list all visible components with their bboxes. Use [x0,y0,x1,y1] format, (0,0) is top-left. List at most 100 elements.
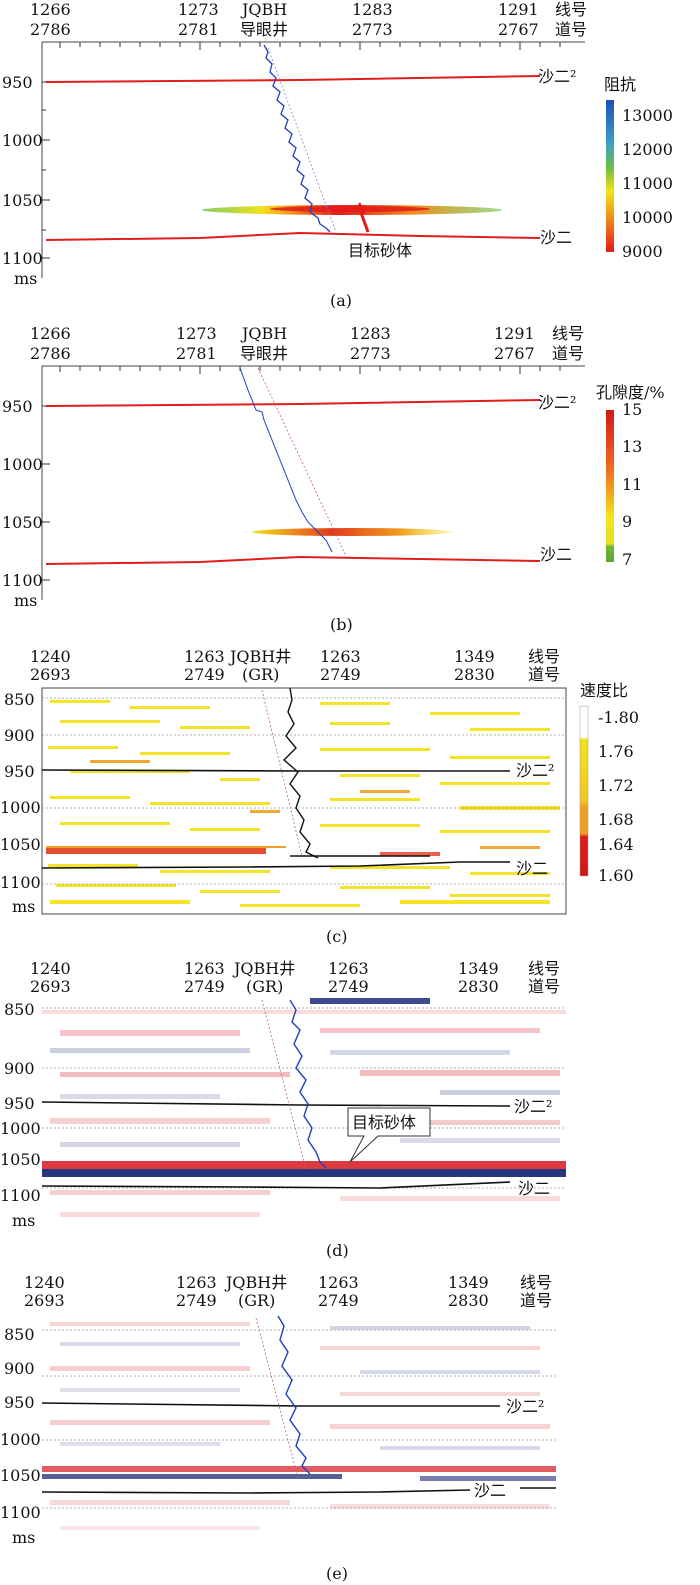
panel-c-y-1050: 1050 [0,835,41,854]
panel-d-well-label: JQBH井 [232,959,295,978]
panel-a-well-sublabel: 导眼井 [240,20,288,39]
panel-c-cb-172: 1.72 [598,776,634,795]
panel-b-horizon-bottom [45,555,541,565]
panel-b-y-1100: 1100 [2,571,43,590]
panel-d-callout [347,1107,431,1163]
panel-c-trace-2: 1263 [184,647,225,666]
panel-a-cb-9000: 9000 [622,242,663,261]
panel-c-section [41,687,567,915]
panel-c-line-3: 2749 [320,665,361,684]
panel-d-y-1100: 1100 [0,1186,41,1205]
panel-b-ticks [42,366,561,581]
panel-d-y-1050: 1050 [0,1150,41,1169]
panel-e-trace-1: 1240 [24,1273,65,1292]
panel-b-axis-line: 线号 [552,324,584,343]
panel-d-caption: (d) [326,1241,349,1260]
panel-a-cb-12000: 12000 [622,140,673,159]
panel-c-line-2: 2749 [184,665,225,684]
panel-b-well-log [239,367,333,553]
panel-d-axis-line: 线号 [528,959,560,978]
panel-d-line-3: 2749 [328,977,369,996]
panel-b-line-2: 2781 [176,344,217,363]
panel-e-horizon-bottom [41,1489,471,1494]
panel-e-trace-4: 1349 [448,1273,489,1292]
panel-c-colorbar [579,705,589,877]
panel-c-cb-176: 1.76 [598,742,634,761]
panel-c-trace-3: 1263 [320,647,361,666]
panel-e-y-unit: ms [12,1528,35,1547]
panel-d-horizon-bottom [41,1181,511,1189]
panel-e-gr-log [277,1315,311,1475]
panel-a-line-3: 2773 [352,20,393,39]
panel-a-y-1100: 1100 [2,249,43,268]
panel-a-y-1000: 1000 [2,131,43,150]
panel-d-line-4: 2830 [458,977,499,996]
panel-c-trace-4: 1349 [454,647,495,666]
panel-c-horizon-top [41,769,510,772]
panel-c-colorbar-title: 速度比 [580,681,628,700]
panel-e-y-1100: 1100 [0,1503,41,1522]
panel-b-horizon-top-label: 沙二² [538,393,576,412]
panel-d-axis-trace: 道号 [528,977,560,996]
panel-c-horizon-bottom-label: 沙二 [516,859,548,878]
panel-d-y-900: 900 [4,1059,35,1078]
panel-b: 1266 2786 1273 2781 JQBH 导眼井 1283 2773 1… [2,324,665,634]
panel-c-caption: (c) [326,927,347,946]
panel-c-line-1: 2693 [30,665,71,684]
panel-e-event-blue [42,1474,342,1479]
panel-c-y-850: 850 [4,690,35,709]
panel-c-y-unit: ms [12,897,35,916]
panel-e-y-850: 850 [4,1325,35,1344]
panel-c-horizon-bottom [41,861,510,869]
panel-a-annotation: 目标砂体 [348,241,412,260]
panel-a-cb-13000: 13000 [622,106,673,125]
panel-e-horizon-bottom-label: 沙二 [474,1481,506,1500]
panel-c-cb-160: 1.60 [598,866,634,885]
panel-b-colorbar [606,410,614,562]
panel-d-trace-3: 1263 [328,959,369,978]
panel-a-caption: (a) [330,291,352,310]
panel-d: 1240 2693 1263 2749 JQBH井 (GR) 1263 2749… [0,959,566,1260]
panel-b-horizon-top [45,399,541,407]
panel-e-event-red [42,1466,556,1472]
panel-e-horizon-top-label: 沙二² [506,1397,544,1416]
panel-b-cb-13: 13 [622,437,642,456]
panel-a-ticks [42,42,561,259]
panel-b-cb-9: 9 [622,512,632,531]
panel-c-y-1000: 1000 [0,798,41,817]
panel-e-trace-2: 1263 [176,1273,217,1292]
panel-b-line-3: 2773 [350,344,391,363]
panel-b-horizon-bottom-label: 沙二 [540,545,572,564]
panel-d-line-1: 2693 [30,977,71,996]
panel-a-colorbar [606,100,614,252]
panel-e-well-sublabel: (GR) [238,1291,275,1310]
panel-e-y-900: 900 [4,1359,35,1378]
panel-a-axis-line: 线号 [555,0,587,19]
panel-d-annotation: 目标砂体 [352,1113,416,1132]
panel-e-line-4: 2830 [448,1291,489,1310]
panel-a-trace-4: 1291 [498,0,539,19]
panel-e-y-1000: 1000 [0,1430,41,1449]
panel-b-cb-11: 11 [622,475,642,494]
panel-b-trace-3: 1283 [350,324,391,343]
panel-a-cb-11000: 11000 [622,174,673,193]
panel-d-y-950: 950 [4,1094,35,1113]
panel-a-horizon-bottom [45,231,541,241]
panel-a-line-1: 2786 [30,20,71,39]
panel-c-cb-168: 1.68 [598,810,634,829]
panel-a-horizon-top-label: 沙二² [538,67,576,86]
panel-b-line-1: 2786 [30,344,71,363]
panel-b-trace-4: 1291 [494,324,535,343]
panel-e-line-3: 2749 [318,1291,359,1310]
panel-c-trace-1: 1240 [30,647,71,666]
panel-b-y-1050: 1050 [2,513,43,532]
panel-a-cb-10000: 10000 [622,208,673,227]
panel-c-well-label: JQBH井 [228,647,291,666]
panel-e: 1240 2693 1263 2749 JQBH井 (GR) 1263 2749… [0,1273,556,1583]
panel-b-y-1000: 1000 [2,455,43,474]
panel-e-y-950: 950 [4,1393,35,1412]
panel-c-y-950: 950 [4,762,35,781]
panel-a-target-arrow [358,209,370,233]
panel-a-horizon-top [45,75,541,83]
panel-e-horizon-top [41,1402,500,1407]
